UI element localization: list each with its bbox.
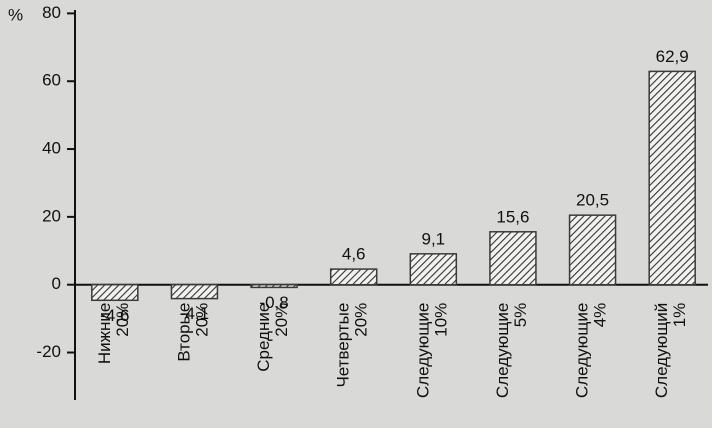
y-tick-label: 20 <box>42 206 61 225</box>
x-tick-label: Следующие10% <box>414 303 451 398</box>
x-tick-label: Средние20% <box>255 303 292 372</box>
bar <box>170 283 219 300</box>
value-label: 9,1 <box>421 229 445 248</box>
y-tick-label: 40 <box>42 139 61 158</box>
bar <box>568 214 617 286</box>
bar <box>648 70 696 286</box>
y-tick-label: 80 <box>42 3 61 22</box>
y-axis-label: % <box>8 5 23 24</box>
value-label: 20,5 <box>576 191 609 210</box>
x-tick-label: Вторые20% <box>175 303 212 362</box>
value-label: 15,6 <box>496 207 529 226</box>
value-label: -0,8 <box>259 293 288 312</box>
bar <box>250 283 298 289</box>
value-label: 4,6 <box>342 245 366 264</box>
y-tick-label: -20 <box>36 342 61 361</box>
x-tick-label: Следующий1% <box>653 303 690 398</box>
y-tick-label: 0 <box>52 274 61 293</box>
x-tick-label: Четвертые20% <box>334 303 371 388</box>
value-label: -4,1 <box>180 304 209 323</box>
y-tick-label: 60 <box>42 71 61 90</box>
bar <box>409 253 458 286</box>
x-tick-label: Следующие5% <box>493 303 530 398</box>
bar <box>489 231 537 286</box>
x-tick-label: Нижние20% <box>95 303 132 364</box>
x-tick-label: Следующие4% <box>573 303 610 398</box>
bar <box>91 283 139 302</box>
value-label: 62,9 <box>656 47 689 66</box>
value-label: -4,6 <box>100 306 129 325</box>
bar <box>329 268 378 286</box>
